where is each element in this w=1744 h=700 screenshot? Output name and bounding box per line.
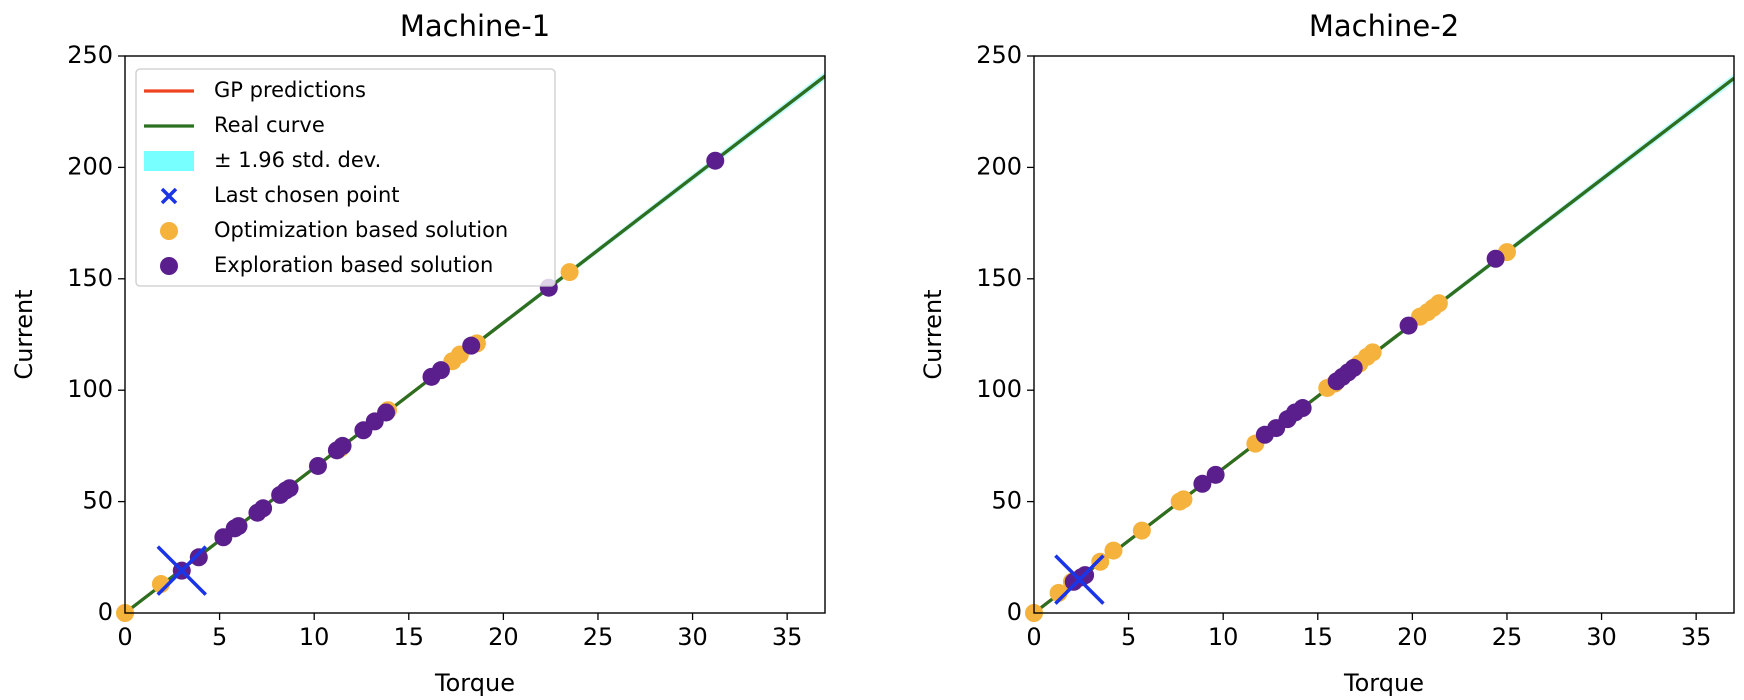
- y-tick-label: 0: [1007, 598, 1022, 626]
- y-axis-label: Current: [919, 289, 947, 379]
- legend-label: Last chosen point: [214, 183, 400, 207]
- subplot: Machine-2 Torque Current 0 5 10 15 20 25 30 35 0 50 1…: [919, 9, 1735, 697]
- point: [1091, 552, 1110, 571]
- point: [706, 151, 725, 170]
- point: [1363, 343, 1382, 362]
- x-tick-label: 5: [1121, 623, 1136, 651]
- y-axis-label: Current: [10, 289, 38, 379]
- x-tick-label: 15: [1303, 623, 1334, 651]
- x-tick-label: 20: [1397, 623, 1428, 651]
- y-tick-label: 100: [67, 375, 113, 403]
- point: [560, 263, 579, 282]
- point: [1399, 316, 1418, 335]
- legend-frame: [135, 68, 556, 287]
- point: [1429, 294, 1448, 313]
- point: [1344, 358, 1363, 377]
- cross-marker: [156, 545, 207, 596]
- y-tick-label: 50: [991, 487, 1022, 515]
- legend-label: ± 1.96 std. dev.: [214, 148, 381, 172]
- subplot: Machine-1 Torque Current 0 5 10 15 20 25 30 35 0 50 1…: [10, 9, 826, 697]
- point: [308, 456, 327, 475]
- legend-label: Optimization based solution: [214, 218, 508, 242]
- line: [1034, 77, 1734, 613]
- point: [1174, 490, 1193, 509]
- chart-title: Machine-1: [400, 9, 550, 43]
- x-tick-label: 30: [1586, 623, 1617, 651]
- x-tick-label: 25: [1492, 623, 1523, 651]
- point: [1293, 399, 1312, 418]
- x-axis-label: Torque: [1343, 669, 1424, 697]
- point: [377, 403, 396, 422]
- point: [1206, 465, 1225, 484]
- y-tick-label: 100: [976, 375, 1022, 403]
- y-tick-label: 150: [976, 264, 1022, 292]
- axes-frame: [1033, 55, 1735, 614]
- legend-swatch: [160, 222, 178, 240]
- x-tick-label: 10: [1208, 623, 1239, 651]
- legend-label: GP predictions: [214, 78, 366, 102]
- point: [1104, 541, 1123, 560]
- point: [189, 548, 208, 567]
- point: [1132, 521, 1151, 540]
- x-tick-label: 20: [488, 623, 519, 651]
- cross-marker: [1054, 554, 1105, 605]
- y-tick-label: 150: [67, 264, 113, 292]
- point: [229, 517, 248, 536]
- y-tick-label: 250: [67, 41, 113, 69]
- x-tick-label: 0: [1026, 623, 1041, 651]
- y-tick-label: 0: [98, 598, 113, 626]
- y-tick-label: 200: [976, 152, 1022, 180]
- x-tick-label: 10: [299, 623, 330, 651]
- legend-label: Exploration based solution: [214, 253, 493, 277]
- x-tick-label: 25: [583, 623, 614, 651]
- legend-swatch: [160, 257, 178, 275]
- x-tick-label: 30: [677, 623, 708, 651]
- point: [1193, 474, 1212, 493]
- x-tick-label: 15: [394, 623, 425, 651]
- x-tick-label: 5: [212, 623, 227, 651]
- x-tick-label: 35: [772, 623, 803, 651]
- x-tick-label: 35: [1681, 623, 1712, 651]
- point: [462, 336, 481, 355]
- legend-swatch: [160, 187, 178, 205]
- x-axis-label: Torque: [434, 669, 515, 697]
- legend-swatch: [144, 151, 194, 171]
- point: [431, 361, 450, 380]
- point: [1486, 249, 1505, 268]
- y-tick-label: 200: [67, 152, 113, 180]
- point: [254, 499, 273, 518]
- legend: GP predictions Real curve ± 1.96 std. dev.…: [135, 68, 556, 287]
- axes-frame: [124, 55, 826, 614]
- point: [333, 436, 352, 455]
- legend-label: Real curve: [214, 113, 325, 137]
- y-tick-label: 250: [976, 41, 1022, 69]
- chart-title: Machine-2: [1309, 9, 1459, 43]
- x-tick-label: 0: [117, 623, 132, 651]
- y-tick-label: 50: [82, 487, 113, 515]
- point: [280, 479, 299, 498]
